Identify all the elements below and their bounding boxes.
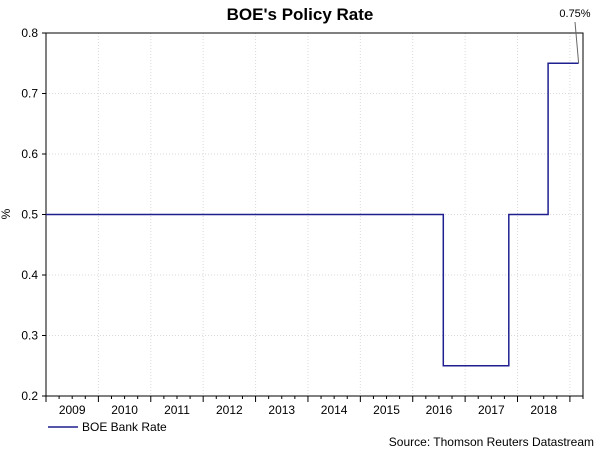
- y-axis: 0.2 0.3 0.4 0.5 0.6 0.7 0.8: [21, 26, 46, 403]
- y-tick-label: 0.8: [21, 26, 38, 40]
- series-line-boe-bank-rate: [46, 62, 579, 367]
- x-tick-label: 2018: [530, 403, 557, 417]
- x-tick-label: 2015: [373, 403, 400, 417]
- source-note: Source: Thomson Reuters Datastream: [389, 435, 594, 449]
- legend: BOE Bank Rate: [48, 420, 167, 434]
- annotation-leader: [574, 21, 580, 64]
- x-tick-label: 2013: [268, 403, 295, 417]
- legend-label: BOE Bank Rate: [82, 420, 167, 434]
- x-tick-label: 2014: [321, 403, 348, 417]
- x-tick-label: 2016: [426, 403, 453, 417]
- x-tick-label: 2017: [478, 403, 505, 417]
- y-tick-label: 0.6: [21, 147, 38, 161]
- annotation-label: 0.75%: [559, 8, 590, 20]
- series-layer: [46, 21, 580, 367]
- x-axis: 2009 2010 2011 2012 2013 2014 2015 2016 2017 2018: [45, 396, 584, 417]
- y-axis-label: %: [0, 208, 13, 219]
- x-tick-label: 2010: [111, 403, 138, 417]
- chart-title: BOE's Policy Rate: [227, 5, 374, 24]
- x-tick-label: 2012: [216, 403, 243, 417]
- y-tick-label: 0.3: [21, 329, 38, 343]
- y-tick-label: 0.4: [21, 268, 38, 282]
- x-tick-label: 2011: [164, 403, 190, 417]
- y-tick-label: 0.5: [21, 208, 38, 222]
- x-tick-label: 2009: [59, 403, 86, 417]
- y-tick-label: 0.2: [21, 389, 38, 403]
- y-tick-label: 0.7: [21, 87, 38, 101]
